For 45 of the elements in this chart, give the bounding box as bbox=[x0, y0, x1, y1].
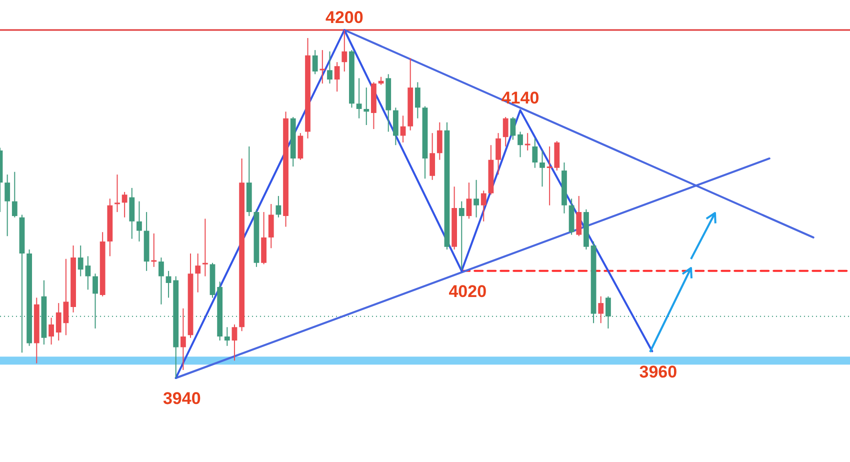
candlestick bbox=[474, 179, 479, 218]
candlestick bbox=[224, 326, 230, 346]
candlestick bbox=[158, 257, 164, 305]
data-label: 4200 bbox=[325, 8, 364, 28]
candlestick bbox=[576, 195, 582, 237]
candlestick bbox=[342, 30, 348, 72]
candlestick bbox=[312, 50, 318, 75]
candlestick bbox=[276, 195, 282, 218]
candlestick bbox=[320, 50, 326, 84]
candlestick bbox=[151, 232, 157, 268]
candlestick bbox=[518, 131, 523, 158]
candlestick bbox=[510, 116, 516, 140]
candlestick bbox=[202, 218, 208, 277]
candlestick bbox=[268, 204, 274, 249]
candlestick bbox=[532, 138, 538, 168]
candlestick bbox=[458, 200, 464, 270]
candlestick bbox=[598, 296, 604, 324]
candlestick bbox=[122, 191, 128, 218]
candlestick bbox=[114, 174, 120, 213]
data-label: 4020 bbox=[448, 282, 487, 302]
candlestick bbox=[430, 132, 436, 180]
data-label: 3960 bbox=[639, 362, 678, 382]
candlestick bbox=[195, 253, 201, 293]
candlestick bbox=[436, 122, 442, 160]
candlestick bbox=[180, 308, 186, 370]
data-label: 4140 bbox=[501, 88, 540, 108]
candlestick bbox=[232, 324, 238, 362]
candlestick bbox=[466, 182, 472, 220]
candlestick bbox=[48, 317, 54, 346]
candlestick bbox=[414, 82, 420, 119]
candlestick bbox=[298, 132, 304, 160]
candlestick bbox=[334, 62, 340, 92]
candlestick bbox=[364, 87, 370, 126]
candlestick bbox=[480, 190, 486, 222]
candlestick bbox=[496, 132, 501, 176]
candlestick bbox=[166, 270, 172, 298]
candlestick bbox=[12, 171, 18, 218]
candlestick bbox=[327, 50, 332, 84]
candlestick bbox=[4, 174, 10, 237]
candlestick bbox=[356, 78, 362, 119]
candlestick bbox=[136, 200, 142, 242]
data-label: 3940 bbox=[162, 389, 201, 408]
candlestick bbox=[540, 150, 545, 188]
candlestick bbox=[502, 116, 508, 147]
candlestick bbox=[524, 132, 530, 151]
